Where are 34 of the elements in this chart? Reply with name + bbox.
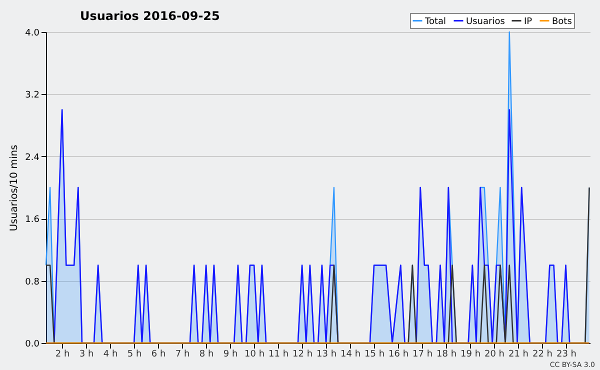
x-tick-label: 7 h — [175, 350, 190, 360]
x-tick-label: 12 h — [292, 350, 313, 360]
x-tick-label: 8 h — [199, 350, 214, 360]
x-tick-label: 20 h — [484, 350, 505, 360]
y-axis-title: Usuarios/10 mins — [9, 144, 20, 232]
x-tick-label: 6 h — [151, 350, 166, 360]
chart-title: Usuarios 2016-09-25 — [80, 9, 220, 23]
x-tick-label: 22 h — [532, 350, 553, 360]
x-tick-label: 11 h — [268, 350, 289, 360]
y-tick-label: 0.0 — [25, 340, 40, 350]
y-tick-label: 3.2 — [25, 90, 40, 101]
x-tick-label: 14 h — [340, 350, 361, 360]
y-tick-label: 1.6 — [25, 215, 40, 226]
x-tick-label: 3 h — [79, 350, 94, 360]
legend-label: IP — [524, 16, 533, 27]
legend-label: Total — [424, 16, 446, 27]
x-tick-label: 5 h — [127, 350, 142, 360]
x-tick-label: 19 h — [460, 350, 481, 360]
y-tick-label: 0.8 — [25, 277, 40, 288]
x-tick-label: 21 h — [508, 350, 529, 360]
x-tick-label: 17 h — [412, 350, 433, 360]
y-tick-label: 4.0 — [25, 28, 40, 38]
y-tick-label: 2.4 — [25, 152, 40, 163]
legend-label: Bots — [552, 16, 572, 27]
x-tick-label: 9 h — [223, 350, 238, 360]
x-tick-label: 23 h — [556, 350, 577, 360]
x-tick-label: 18 h — [436, 350, 457, 360]
x-tick-label: 4 h — [103, 350, 118, 360]
x-tick-label: 15 h — [364, 350, 385, 360]
x-tick-label: 13 h — [316, 350, 337, 360]
x-tick-label: 16 h — [388, 350, 409, 360]
legend-label: Usuarios — [466, 16, 506, 27]
x-tick-label: 10 h — [244, 350, 265, 360]
x-tick-label: 2 h — [55, 350, 70, 360]
